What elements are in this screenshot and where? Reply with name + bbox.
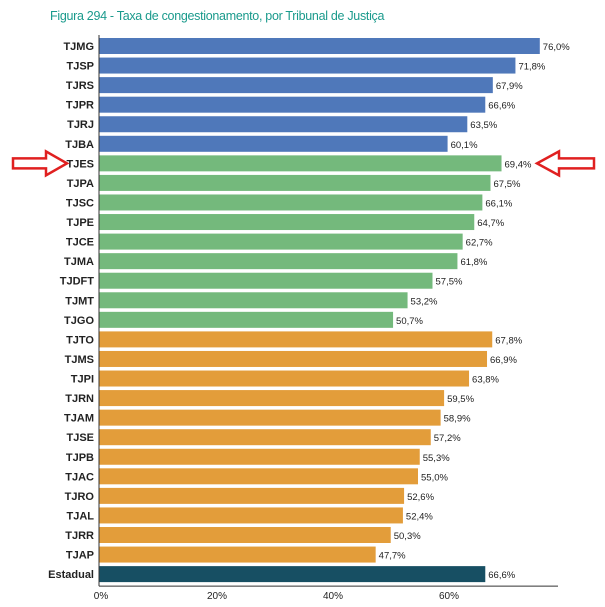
category-label: TJRO [65,491,95,503]
value-label: 60,1% [451,140,478,151]
value-label: 63,5% [470,120,497,131]
value-label: 66,9% [490,355,517,366]
bar-tjal [99,507,403,524]
bar-tjrr [99,527,391,543]
value-label: 66,1% [485,198,512,209]
value-label: 55,3% [423,453,450,464]
bar-tjmg [99,38,540,54]
category-label: TJPR [66,100,94,112]
category-label: TJAC [65,471,94,483]
category-label: TJRS [66,80,94,92]
value-label: 52,6% [407,492,434,503]
value-label: 61,8% [460,257,487,268]
value-label: 53,2% [411,296,438,307]
value-label: 64,7% [477,218,504,229]
value-label: 67,5% [494,179,521,190]
category-label: TJSP [66,61,94,73]
value-label: 50,7% [396,316,423,327]
bar-tjsc [99,194,483,211]
bar-tjce [99,233,463,250]
bar-tjam [99,409,441,426]
category-label: TJSC [66,197,94,209]
bar-tjgo [99,311,394,328]
bar-estadual [99,566,486,583]
arrow-right-icon [11,149,70,178]
category-label: TJMS [65,354,94,366]
category-label: TJCE [66,237,94,249]
bar-tjpe [99,214,475,231]
value-label: 66,6% [488,101,515,112]
value-label: 58,9% [444,414,471,425]
bar-tjap [99,546,376,563]
bar-tjrs [99,77,493,94]
bar-tjpr [99,96,486,113]
bar-tjpi [99,370,470,387]
value-label: 67,9% [496,81,523,92]
category-label: TJBA [65,139,94,151]
bar-tjrn [99,390,445,407]
category-label: TJDFT [60,276,95,288]
arrow-left-icon [534,149,596,178]
bar-tjrj [99,116,468,133]
bar-tjsp [99,57,516,74]
bar-tjms [99,350,488,367]
bar-tjse [99,429,431,446]
bar-tjdft [99,272,433,289]
x-tick-label: 20% [207,591,227,602]
x-tick-label: 40% [323,591,343,602]
category-label: TJAP [66,550,94,562]
chart-title: Figura 294 - Taxa de congestionamento, p… [50,9,385,23]
category-label: TJAM [64,413,94,425]
category-label: TJPB [66,452,94,464]
category-label: TJMT [65,295,94,307]
value-label: 57,5% [436,277,463,288]
value-label: 47,7% [379,551,406,562]
value-label: 55,0% [421,472,448,483]
bar-tjpb [99,448,420,465]
bar-tjro [99,487,405,504]
x-tick-label: 0% [94,591,109,602]
bar-tjac [99,468,418,485]
value-label: 52,4% [406,511,433,522]
value-label: 66,6% [488,570,515,581]
category-label: TJRJ [67,119,94,131]
bar-tjpa [99,174,491,191]
category-label: TJES [66,158,94,170]
value-label: 57,2% [434,433,461,444]
category-label: TJRR [65,530,94,542]
value-label: 50,3% [394,531,421,542]
bar-tjba [99,135,448,152]
value-label: 63,8% [472,375,499,386]
category-label: TJRN [65,393,94,405]
value-label: 76,0% [543,42,570,53]
category-label: TJSE [66,432,94,444]
value-label: 62,7% [466,238,493,249]
category-label: TJMG [63,41,94,53]
bar-tjmt [99,292,408,309]
category-label: Estadual [48,569,94,581]
category-label: TJAL [67,510,95,522]
x-tick-label: 60% [439,591,459,602]
category-label: TJTO [66,334,94,346]
value-label: 59,5% [447,394,474,405]
category-label: TJPE [66,217,94,229]
category-label: TJPI [71,374,94,386]
category-label: TJPA [67,178,94,190]
value-label: 69,4% [505,159,532,170]
value-label: 67,8% [495,335,522,346]
bar-tjes [99,155,502,172]
bar-tjma [99,253,458,270]
category-label: TJMA [64,256,94,268]
bar-tjto [99,331,493,348]
value-label: 71,8% [518,62,545,73]
category-label: TJGO [64,315,94,327]
